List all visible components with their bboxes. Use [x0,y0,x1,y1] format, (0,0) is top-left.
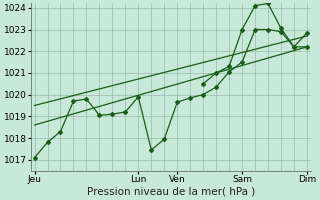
X-axis label: Pression niveau de la mer( hPa ): Pression niveau de la mer( hPa ) [87,187,255,197]
